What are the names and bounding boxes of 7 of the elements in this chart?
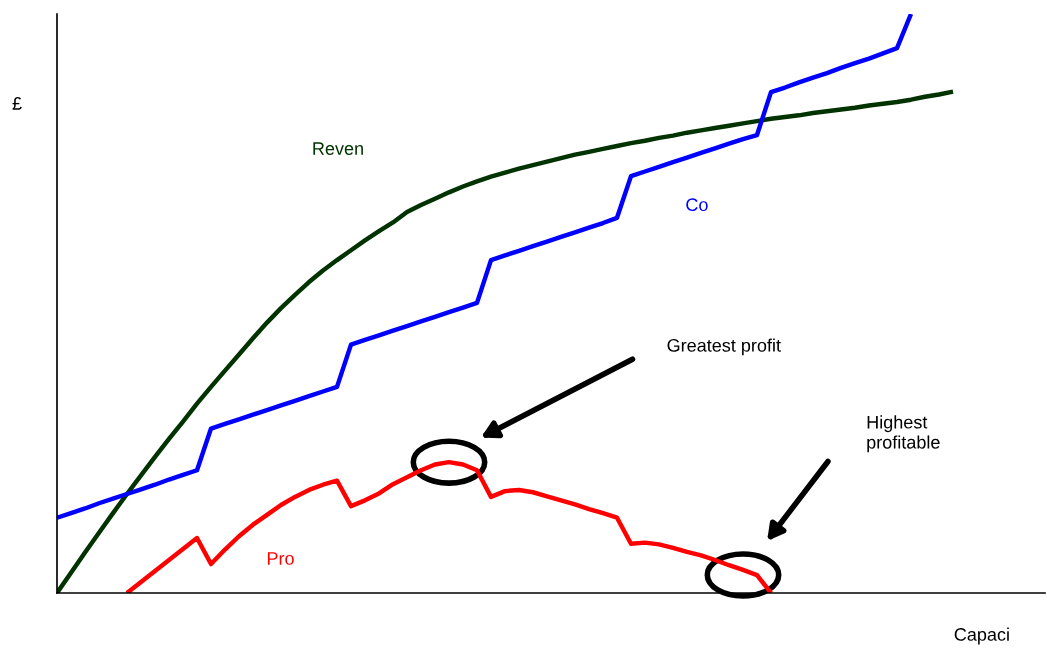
text: Co <box>686 198 708 212</box>
series-label: Pro <box>267 552 294 565</box>
y-axis-title: £ <box>12 97 22 110</box>
annotation: Greatest profit <box>667 338 781 356</box>
text: Reven <box>313 142 363 155</box>
x-axis-title: Capaci <box>954 627 1009 645</box>
annotation: Highest profitable <box>867 415 940 453</box>
